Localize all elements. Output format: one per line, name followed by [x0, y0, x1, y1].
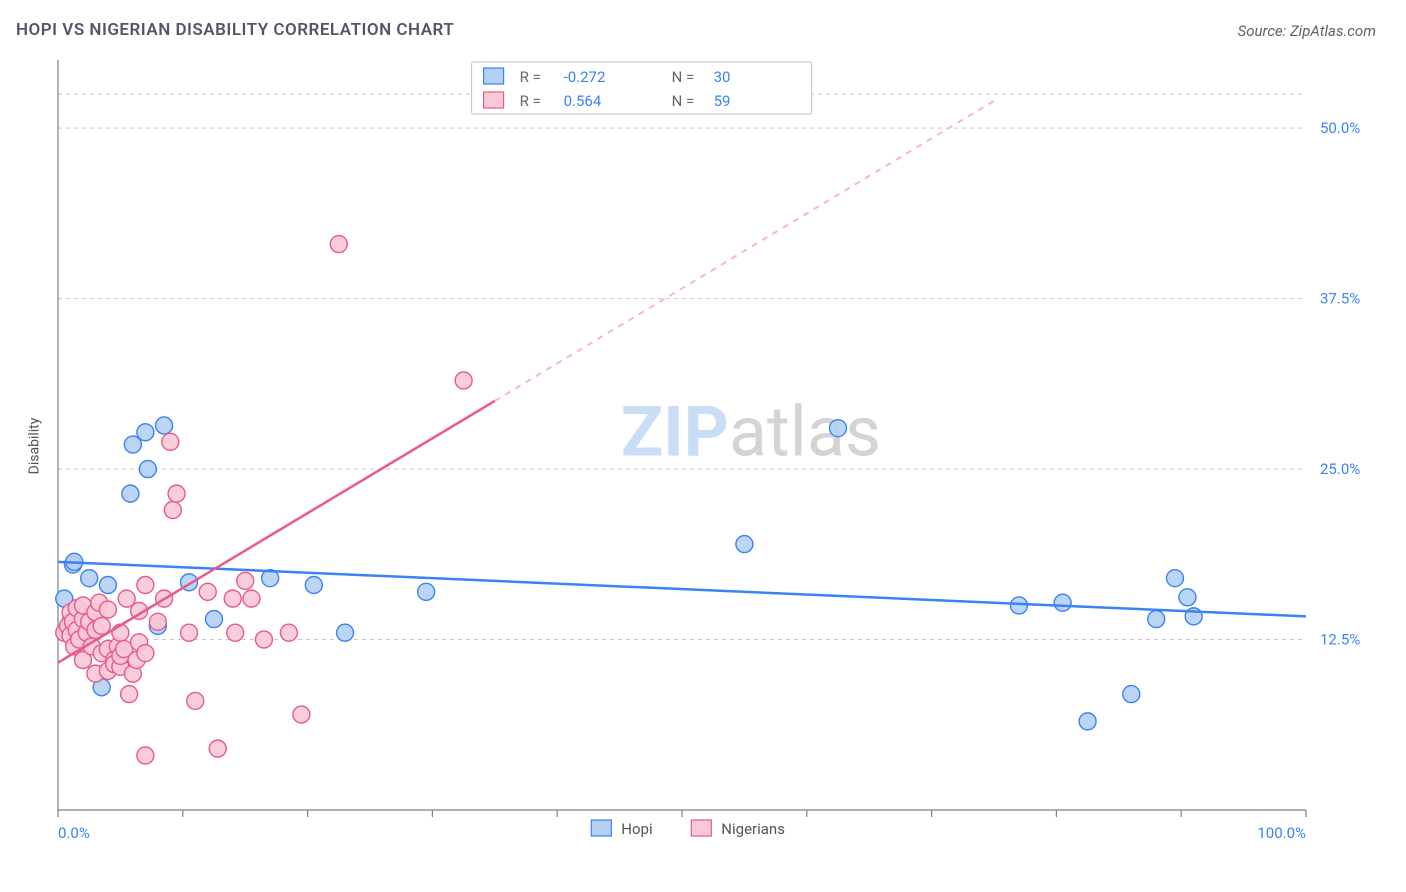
source-attribution: Source: ZipAtlas.com — [1238, 22, 1376, 40]
scatter-point-nigerians — [121, 686, 138, 703]
x-tick-label: 0.0% — [58, 824, 90, 842]
legend-r-value-nigerians: 0.564 — [564, 92, 602, 110]
legend-r-value-hopi: -0.272 — [564, 68, 606, 86]
scatter-point-hopi — [305, 577, 322, 594]
scatter-point-nigerians — [293, 706, 310, 723]
scatter-point-nigerians — [137, 747, 154, 764]
scatter-point-nigerians — [187, 692, 204, 709]
scatter-point-hopi — [736, 536, 753, 553]
scatter-point-nigerians — [330, 236, 347, 253]
scatter-point-nigerians — [149, 613, 166, 630]
y-tick-label: 37.5% — [1320, 290, 1360, 308]
scatter-point-nigerians — [224, 590, 241, 607]
x-tick-label: 100.0% — [1257, 824, 1306, 842]
scatter-point-nigerians — [137, 645, 154, 662]
scatter-point-hopi — [206, 611, 223, 628]
scatter-point-hopi — [139, 461, 156, 478]
scatter-point-nigerians — [455, 372, 472, 389]
scatter-point-hopi — [1166, 570, 1183, 587]
scatter-point-hopi — [99, 577, 116, 594]
scatter-point-hopi — [1148, 611, 1165, 628]
chart-container: HOPI VS NIGERIAN DISABILITY CORRELATION … — [0, 0, 1406, 892]
scatter-point-nigerians — [227, 624, 244, 641]
scatter-point-hopi — [1010, 597, 1027, 614]
legend-swatch-hopi — [484, 68, 504, 84]
scatter-point-nigerians — [162, 433, 179, 450]
scatter-point-nigerians — [255, 631, 272, 648]
scatter-point-nigerians — [168, 485, 185, 502]
scatter-point-hopi — [337, 624, 354, 641]
scatter-point-hopi — [1179, 589, 1196, 606]
legend-n-label: N = — [672, 92, 695, 110]
scatter-point-nigerians — [137, 577, 154, 594]
legend-n-value-nigerians: 59 — [714, 92, 731, 110]
scatter-point-nigerians — [243, 590, 260, 607]
scatter-point-hopi — [830, 420, 847, 437]
chart-title: HOPI VS NIGERIAN DISABILITY CORRELATION … — [16, 20, 454, 40]
scatter-point-hopi — [418, 583, 435, 600]
scatter-point-nigerians — [237, 572, 254, 589]
scatter-point-nigerians — [209, 740, 226, 757]
y-tick-label: 25.0% — [1320, 460, 1360, 478]
trend-line-nigerians — [58, 401, 495, 663]
bottom-legend-label-nigerians: Nigerians — [721, 820, 785, 838]
y-tick-label: 50.0% — [1320, 119, 1360, 137]
legend-n-value-hopi: 30 — [714, 68, 731, 86]
scatter-point-hopi — [1079, 713, 1096, 730]
scatter-point-nigerians — [199, 583, 216, 600]
legend-r-label: R = — [520, 92, 541, 110]
scatter-point-hopi — [81, 570, 98, 587]
scatter-point-hopi — [122, 485, 139, 502]
legend-r-label: R = — [520, 68, 541, 86]
legend-n-label: N = — [672, 68, 695, 86]
bottom-legend-swatch-nigerians — [691, 820, 711, 836]
scatter-point-nigerians — [280, 624, 297, 641]
scatter-point-hopi — [1123, 686, 1140, 703]
scatter-point-nigerians — [99, 601, 116, 618]
scatter-point-hopi — [1054, 594, 1071, 611]
scatter-plot: 0.0%100.0%12.5%25.0%37.5%50.0%ZIPatlasR … — [46, 50, 1376, 850]
bottom-legend-swatch-hopi — [591, 820, 611, 836]
y-tick-label: 12.5% — [1320, 631, 1360, 649]
trend-line-nigerians-extrapolated — [495, 101, 994, 401]
scatter-point-nigerians — [164, 502, 181, 519]
scatter-point-hopi — [156, 417, 173, 434]
bottom-legend-label-hopi: Hopi — [621, 820, 652, 838]
legend-swatch-nigerians — [484, 92, 504, 108]
y-axis-label: Disability — [26, 418, 42, 475]
scatter-point-nigerians — [181, 624, 198, 641]
scatter-point-hopi — [137, 424, 154, 441]
